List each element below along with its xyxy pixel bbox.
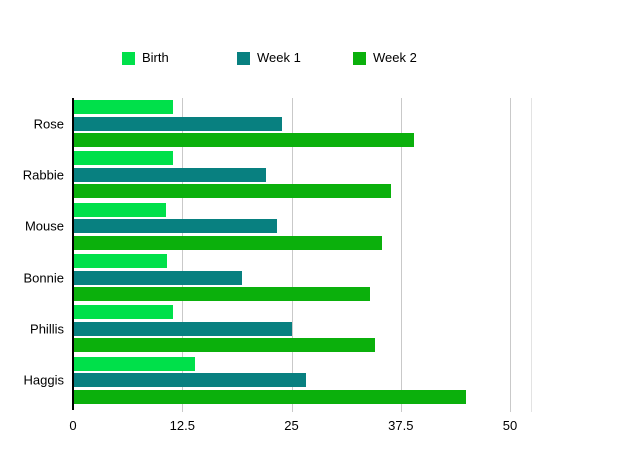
x-tick-label: 0 (69, 418, 77, 433)
gridline (510, 98, 511, 412)
bar-week-1 (74, 321, 292, 336)
legend-swatch-birth-icon (122, 51, 135, 65)
bar-birth (74, 305, 174, 320)
bar-week-2 (74, 389, 467, 404)
bar-week-1 (74, 116, 282, 131)
bar-week-1 (74, 270, 243, 285)
bar-birth (74, 100, 173, 115)
legend: Birth Week 1 Week 2 (0, 50, 628, 66)
bar-groups: Rose Rabbie Mouse Bonnie Phillis Haggis (23, 98, 510, 406)
gridline (400, 98, 402, 412)
bar-week-1 (74, 373, 306, 388)
plot-area: Rose Rabbie Mouse Bonnie Phillis Haggis (23, 98, 532, 412)
gridline (291, 98, 293, 412)
bar-birth (74, 254, 168, 269)
bar-group: Rose (34, 98, 510, 149)
category-label: Mouse (24, 218, 64, 234)
legend-swatch-week2-icon (353, 51, 366, 65)
y-axis-line (72, 98, 74, 410)
legend-label-week2: Week 2 (373, 50, 417, 65)
bar-week-2 (74, 235, 382, 250)
category-label: Bonnie (23, 270, 64, 286)
category-label: Rabbie (22, 167, 64, 183)
category-label: Phillis (30, 321, 64, 337)
bar-group: Bonnie (24, 252, 510, 303)
category-label: Haggis (23, 372, 64, 388)
x-tick-label: 25 (284, 418, 299, 433)
bar-week-2 (74, 287, 371, 302)
legend-item-week2: Week 2 (353, 50, 417, 66)
bar-week-2 (74, 184, 391, 199)
bar-birth (74, 356, 196, 371)
legend-item-week1: Week 1 (237, 50, 301, 66)
category-label: Rose (33, 116, 64, 132)
bar-birth (74, 202, 166, 217)
x-axis: 0 12.5 25 37.5 50 (0, 418, 628, 434)
x-tick-label: 37.5 (388, 418, 414, 433)
x-tick-label: 50 (502, 418, 518, 433)
legend-label-birth: Birth (142, 50, 169, 65)
bar-week-1 (74, 219, 278, 234)
legend-label-week1: Week 1 (257, 50, 301, 65)
bar-week-2 (74, 133, 415, 148)
bar-week-2 (74, 338, 375, 353)
x-tick-label: 12.5 (169, 418, 195, 433)
plot-right-border (531, 98, 532, 412)
legend-item-birth: Birth (122, 50, 169, 66)
bar-group: Mouse (25, 201, 510, 252)
legend-swatch-week1-icon (237, 51, 250, 65)
gridline (182, 98, 184, 412)
bar-birth (74, 151, 173, 166)
bar-week-1 (74, 167, 266, 182)
bar-group: Rabbie (23, 149, 510, 200)
bar-group: Haggis (24, 355, 510, 406)
bar-group: Phillis (30, 303, 510, 354)
